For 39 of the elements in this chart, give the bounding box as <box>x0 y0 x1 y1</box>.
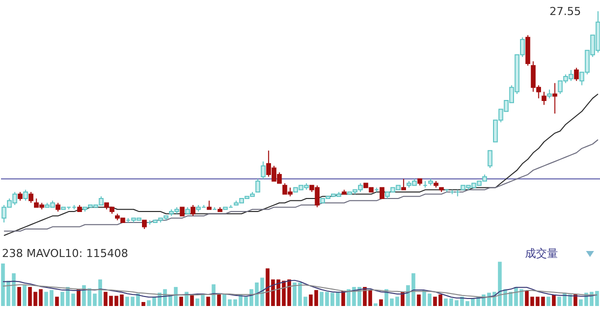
bar <box>444 298 448 306</box>
bar <box>146 300 151 306</box>
candlestick <box>28 191 34 204</box>
bar <box>368 290 372 306</box>
text: 成交量 <box>525 247 558 260</box>
bar <box>17 286 22 306</box>
bar <box>578 299 583 306</box>
bar <box>212 284 216 306</box>
bar <box>206 296 210 306</box>
candlestick <box>488 150 492 169</box>
bar <box>71 294 76 306</box>
bar <box>395 296 400 306</box>
candlestick <box>260 160 266 180</box>
bar <box>190 294 194 306</box>
bar <box>574 294 578 306</box>
candlestick <box>190 204 196 216</box>
bar <box>524 290 529 306</box>
bar <box>217 294 221 306</box>
bar <box>546 296 550 306</box>
bar <box>400 292 404 306</box>
candlestick <box>574 67 579 82</box>
candlestick <box>552 82 558 114</box>
text: 238 MAVOL10: 115408 <box>2 247 128 260</box>
annotation: 27.55 <box>550 5 581 18</box>
bar <box>55 296 59 306</box>
candlestick <box>380 187 384 199</box>
bar <box>379 299 383 306</box>
bar <box>76 289 80 306</box>
candlestick <box>401 178 406 190</box>
candlestick <box>542 91 546 106</box>
candlestick <box>23 189 28 202</box>
bar <box>374 303 378 306</box>
bar <box>314 290 318 306</box>
bar <box>141 302 146 306</box>
bar <box>416 294 421 306</box>
bar <box>179 296 184 306</box>
candlestick <box>255 178 260 192</box>
bar <box>308 294 313 306</box>
bar <box>22 285 26 306</box>
